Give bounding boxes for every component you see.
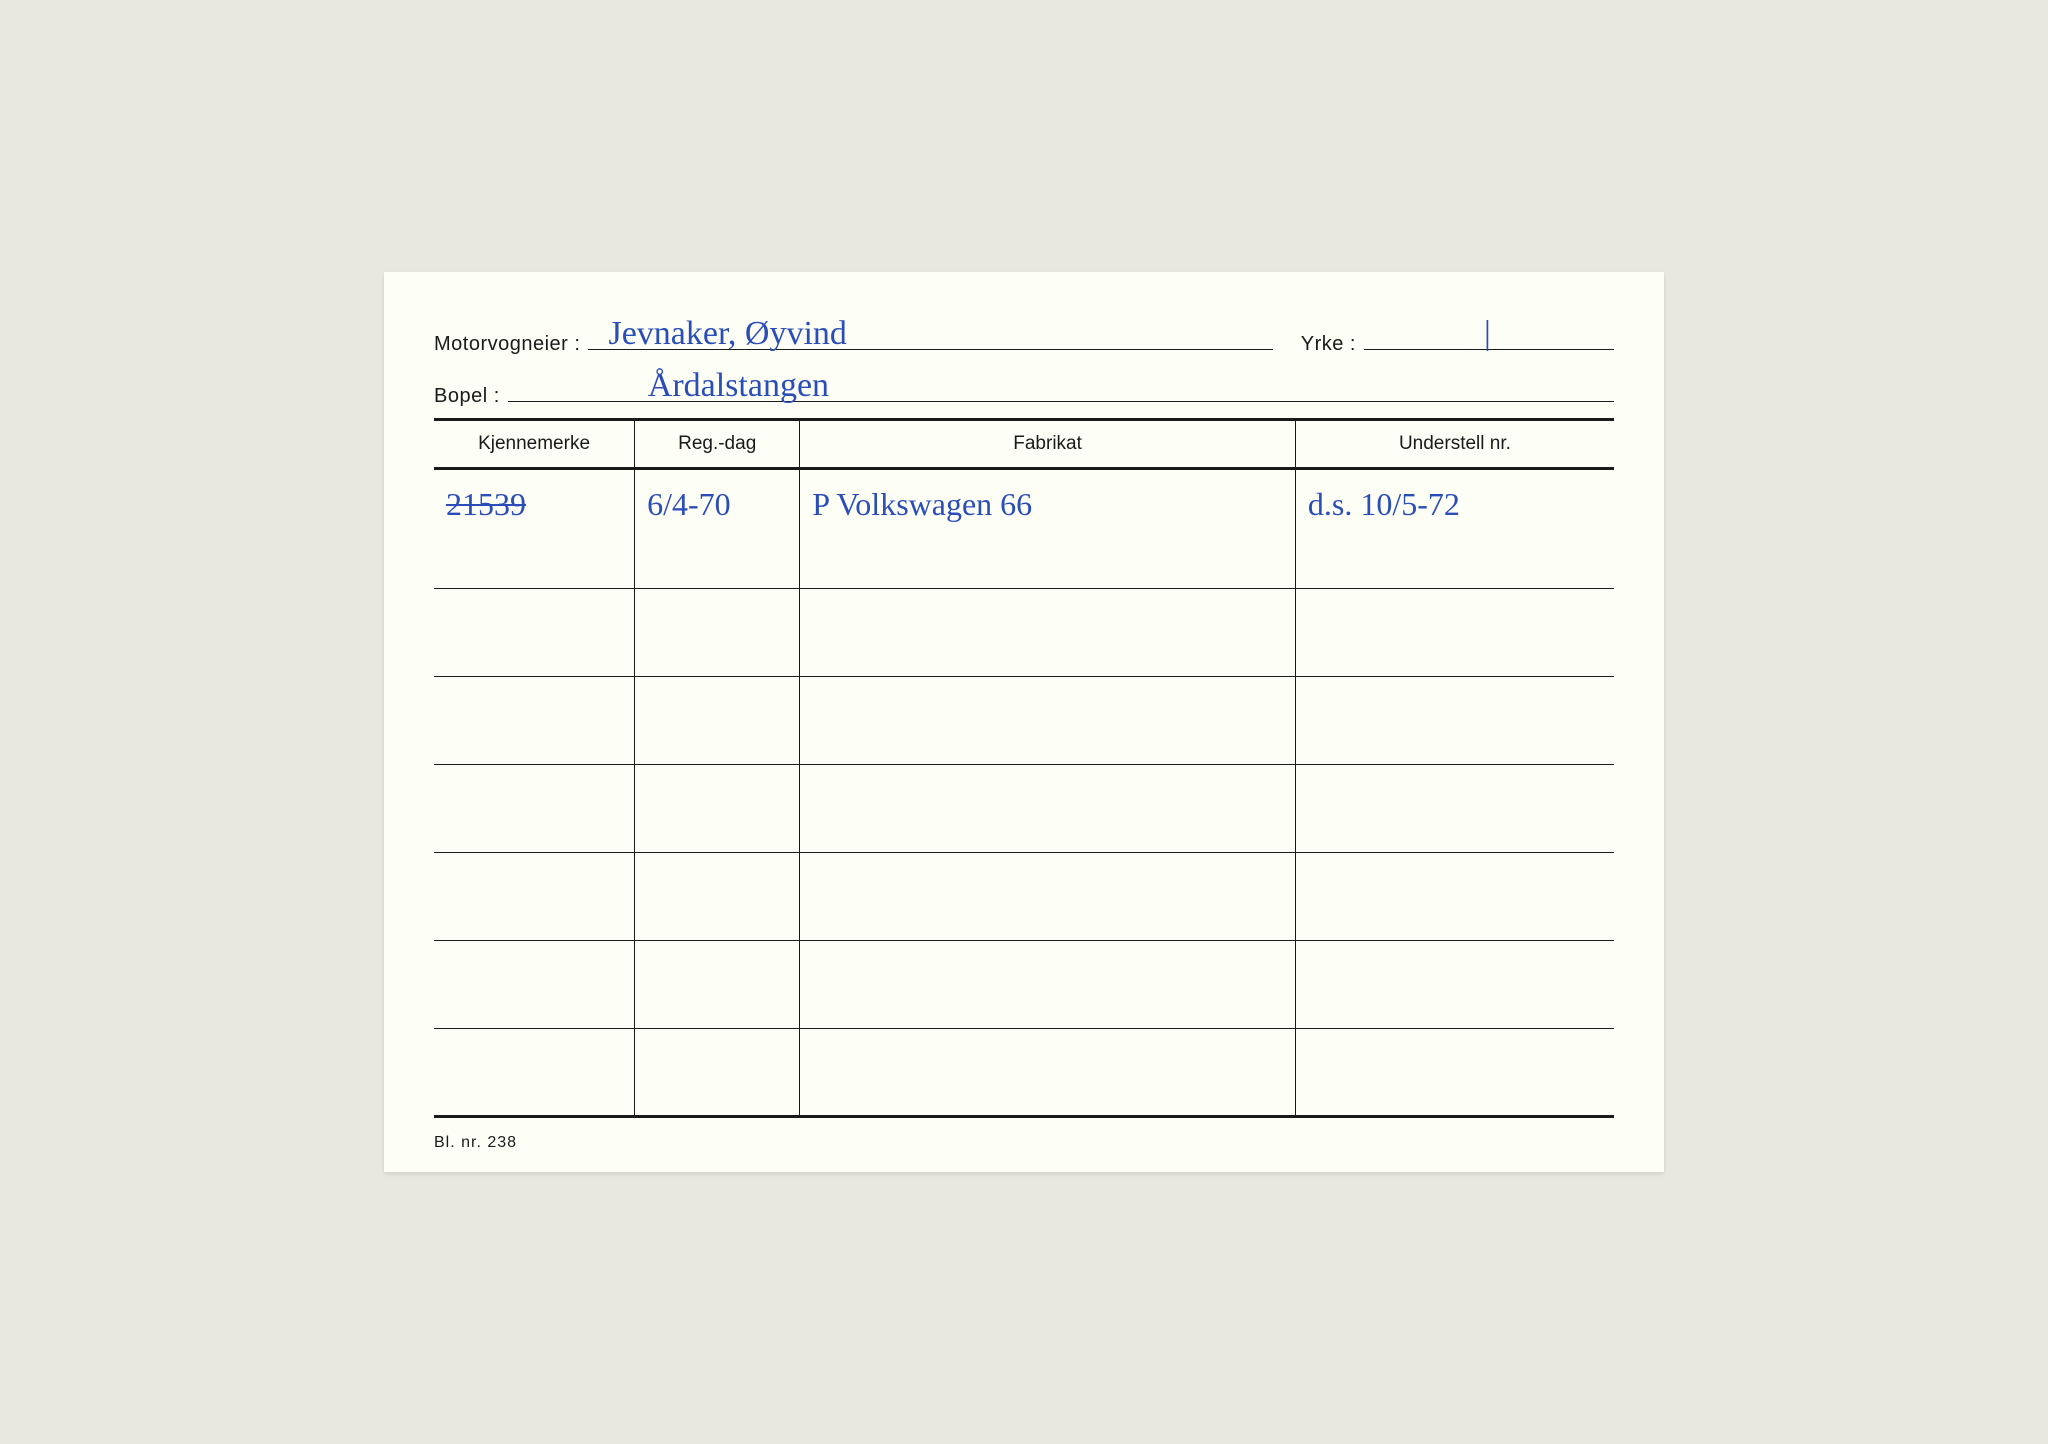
header-regdate: Reg.-dag [635, 420, 800, 469]
header-plate: Kjennemerke [434, 420, 635, 469]
residence-label: Bopel : [434, 385, 500, 408]
cell-regdate [635, 1029, 800, 1117]
cell-regdate: 6/4-70 [635, 469, 800, 589]
make-value: P Volkswagen 66 [812, 478, 1283, 523]
cell-regdate [635, 941, 800, 1029]
cell-regdate [635, 853, 800, 941]
cell-make [800, 941, 1296, 1029]
cell-chassis: d.s. 10/5-72 [1295, 469, 1614, 589]
table-row [434, 589, 1614, 677]
cell-plate [434, 853, 635, 941]
cell-chassis [1295, 853, 1614, 941]
table-header-row: Kjennemerke Reg.-dag Fabrikat Understell… [434, 420, 1614, 469]
table-row [434, 941, 1614, 1029]
residence-row: Bopel : Årdalstangen [434, 374, 1614, 408]
header-make: Fabrikat [800, 420, 1296, 469]
chassis-value: d.s. 10/5-72 [1308, 478, 1602, 523]
owner-row: Motorvogneier : Jevnaker, Øyvind Yrke : … [434, 322, 1614, 356]
plate-value: 21539 [446, 478, 622, 523]
cell-make [800, 853, 1296, 941]
registration-table: Kjennemerke Reg.-dag Fabrikat Understell… [434, 418, 1614, 1118]
cell-regdate [635, 765, 800, 853]
table-row: 21539 6/4-70 P Volkswagen 66 d.s. 10/5-7… [434, 469, 1614, 589]
owner-value: Jevnaker, Øyvind [608, 315, 846, 353]
header-chassis: Understell nr. [1295, 420, 1614, 469]
cell-make [800, 589, 1296, 677]
cell-plate [434, 677, 635, 765]
cell-regdate [635, 677, 800, 765]
cell-chassis [1295, 1029, 1614, 1117]
cell-chassis [1295, 765, 1614, 853]
form-number: Bl. nr. 238 [434, 1134, 517, 1152]
cell-make [800, 765, 1296, 853]
cell-plate: 21539 [434, 469, 635, 589]
cell-chassis [1295, 941, 1614, 1029]
cell-make: P Volkswagen 66 [800, 469, 1296, 589]
profession-value: | [1484, 315, 1491, 353]
cell-chassis [1295, 677, 1614, 765]
profession-label: Yrke : [1301, 333, 1356, 356]
cell-make [800, 1029, 1296, 1117]
table-row [434, 853, 1614, 941]
cell-plate [434, 765, 635, 853]
profession-field: | [1364, 322, 1614, 350]
owner-label: Motorvogneier : [434, 333, 580, 356]
table-row [434, 1029, 1614, 1117]
cell-regdate [635, 589, 800, 677]
cell-chassis [1295, 589, 1614, 677]
table-row [434, 765, 1614, 853]
registration-table-container: Kjennemerke Reg.-dag Fabrikat Understell… [434, 418, 1614, 1118]
residence-field: Årdalstangen [508, 374, 1614, 402]
cell-make [800, 677, 1296, 765]
registration-card: Motorvogneier : Jevnaker, Øyvind Yrke : … [384, 272, 1664, 1172]
residence-value: Årdalstangen [648, 367, 829, 405]
cell-plate [434, 1029, 635, 1117]
regdate-value: 6/4-70 [647, 478, 787, 523]
cell-plate [434, 589, 635, 677]
table-row [434, 677, 1614, 765]
owner-field: Jevnaker, Øyvind [588, 322, 1272, 350]
cell-plate [434, 941, 635, 1029]
